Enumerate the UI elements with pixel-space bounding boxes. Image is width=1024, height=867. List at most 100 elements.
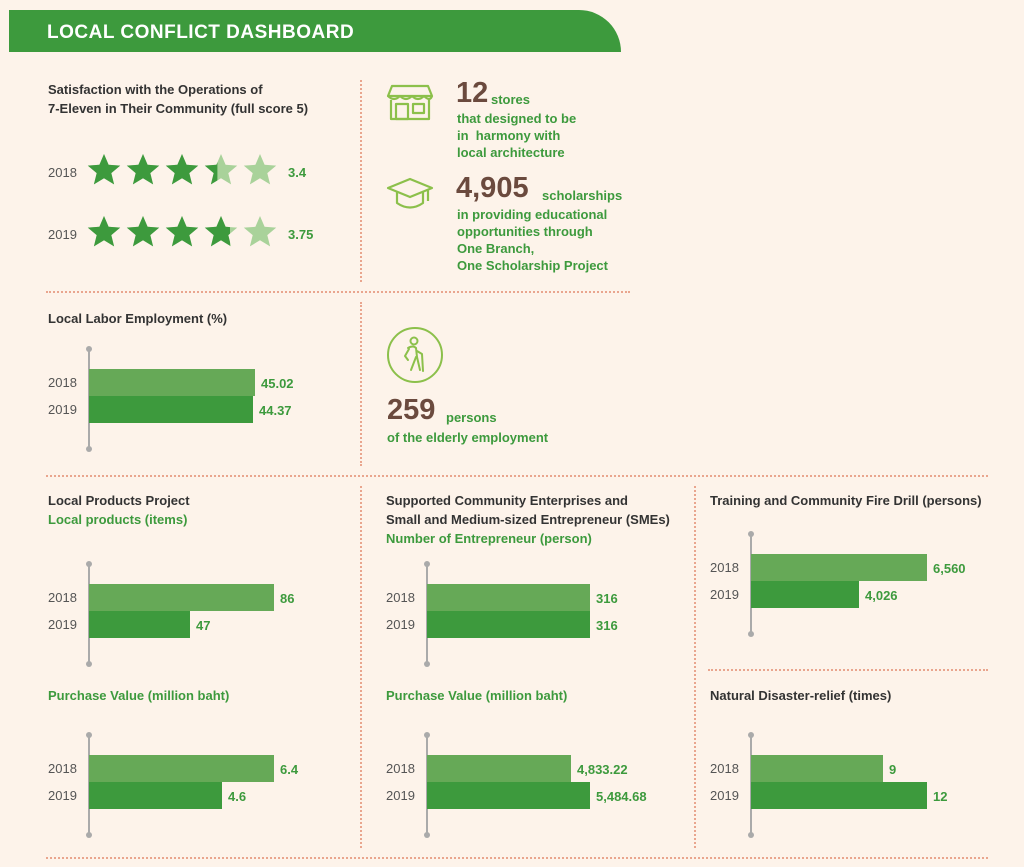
year-label: 2018: [386, 590, 415, 605]
bar-value-label: 9: [889, 762, 897, 777]
bar-value-label: 45.02: [261, 376, 294, 391]
bar-value-label: 316: [596, 591, 618, 606]
bar-2018: [89, 755, 274, 782]
bar-value-label: 4.6: [228, 789, 247, 804]
bar-2018: [427, 584, 590, 611]
chart-subtitle: Purchase Value (million baht): [48, 688, 230, 703]
bar-2019: [89, 611, 190, 638]
stores-text-line: local architecture: [457, 145, 565, 160]
divider: [46, 291, 630, 293]
divider: [360, 302, 362, 466]
star-rating-svg: [87, 154, 277, 185]
year-label: 2018: [48, 165, 77, 180]
rating-value: 3.75: [288, 227, 314, 242]
star-icon: [126, 216, 160, 247]
chart-title: Supported Community Enterprises and Smal…: [386, 491, 670, 529]
year-label: 2018: [710, 560, 739, 575]
bar-value-label: 6.4: [280, 762, 299, 777]
star-icon: [204, 154, 238, 185]
year-label: 2019: [386, 617, 415, 632]
labor-employment-chart: 2018 45.02 2019 44.37: [44, 345, 344, 452]
year-label: 2019: [710, 587, 739, 602]
scholarships-text-line: One Scholarship Project: [457, 258, 608, 273]
star-icon: [165, 154, 199, 185]
satisfaction-title: Satisfaction with the Operations of 7-El…: [48, 80, 308, 118]
year-label: 2018: [710, 761, 739, 776]
star-rating-2019: [86, 214, 278, 250]
disaster-relief-chart: 2018 9 2019 12: [706, 731, 1006, 838]
star-icon: [204, 216, 238, 247]
bar-2018: [89, 369, 255, 396]
scholarships-text-line: One Branch,: [457, 241, 535, 256]
stores-number: 12: [456, 77, 489, 109]
chart-subtitle: Purchase Value (million baht): [386, 688, 568, 703]
year-label: 2019: [48, 617, 77, 632]
scholarships-text: in providing educational opportunities t…: [457, 206, 608, 274]
bar-2019: [751, 782, 927, 809]
stores-unit: stores: [491, 92, 531, 107]
year-label: 2019: [48, 227, 77, 242]
year-label: 2018: [48, 590, 77, 605]
chart-title: Training and Community Fire Drill (perso…: [710, 493, 982, 508]
year-label: 2018: [48, 761, 77, 776]
year-label: 2019: [710, 788, 739, 803]
local-purchase-chart: 2018 6.4 2019 4.6: [44, 731, 344, 838]
star-icon: [87, 216, 121, 247]
star-icon: [87, 154, 121, 185]
local-products-chart: 2018 86 2019 47: [44, 560, 344, 667]
scholarships-text-line: in providing educational: [457, 207, 608, 222]
store-icon: [386, 84, 434, 121]
star-icon: [243, 216, 277, 247]
stores-text: that designed to be in harmony with loca…: [457, 110, 576, 161]
elderly-text: of the elderly employment: [387, 430, 549, 445]
chart-subtitle: Number of Entrepreneur (person): [386, 531, 592, 546]
bar-value-label: 86: [280, 591, 295, 606]
chart-subtitle: Local products (items): [48, 512, 188, 527]
bar-value-label: 4,833.22: [577, 762, 628, 777]
divider: [46, 475, 988, 477]
dashboard-title-banner: LOCAL CONFLICT DASHBOARD: [9, 10, 621, 52]
bar-2018: [89, 584, 274, 611]
stores-text-line: in harmony with: [457, 128, 561, 143]
elderly-number: 259: [387, 394, 436, 426]
elderly-unit: persons: [446, 410, 497, 425]
satisfaction-title-line1: Satisfaction with the Operations of: [48, 82, 263, 97]
star-rating-2018: [86, 152, 278, 188]
star-rating-svg: [87, 216, 277, 247]
stores-text-line: that designed to be: [457, 111, 577, 126]
year-label: 2019: [48, 788, 77, 803]
chart-title: Local Labor Employment (%): [48, 311, 228, 326]
bar-2019: [751, 581, 859, 608]
bar-value-label: 47: [196, 618, 211, 633]
bar-2019: [427, 782, 590, 809]
bar-value-label: 4,026: [865, 588, 898, 603]
bar-value-label: 6,560: [933, 561, 966, 576]
chart-title: Local Products Project: [48, 493, 190, 508]
bar-2018: [751, 554, 927, 581]
star-icon: [243, 154, 277, 185]
year-label: 2018: [48, 375, 77, 390]
bar-2019: [89, 782, 222, 809]
graduation-cap-icon: [386, 177, 434, 209]
rating-value: 3.4: [288, 165, 307, 180]
bar-2019: [427, 611, 590, 638]
sme-purchase-chart: 2018 4,833.22 2019 5,484.68: [382, 731, 682, 838]
year-label: 2019: [386, 788, 415, 803]
star-icon: [126, 154, 160, 185]
year-label: 2018: [386, 761, 415, 776]
satisfaction-title-line2: 7-Eleven in Their Community (full score …: [48, 101, 309, 116]
divider: [694, 486, 696, 848]
scholarships-number: 4,905: [456, 172, 529, 204]
year-label: 2019: [48, 402, 77, 417]
sme-count-chart: 2018 316 2019 316: [382, 560, 682, 667]
divider: [360, 80, 362, 282]
bar-2018: [751, 755, 883, 782]
elderly-person-icon: [387, 327, 443, 383]
bar-2018: [427, 755, 571, 782]
star-icon: [165, 216, 199, 247]
bar-value-label: 44.37: [259, 403, 292, 418]
bar-value-label: 12: [933, 789, 948, 804]
chart-title: Natural Disaster-relief (times): [710, 688, 892, 703]
fire-drill-chart: 2018 6,560 2019 4,026: [706, 530, 1006, 637]
divider: [46, 857, 988, 859]
